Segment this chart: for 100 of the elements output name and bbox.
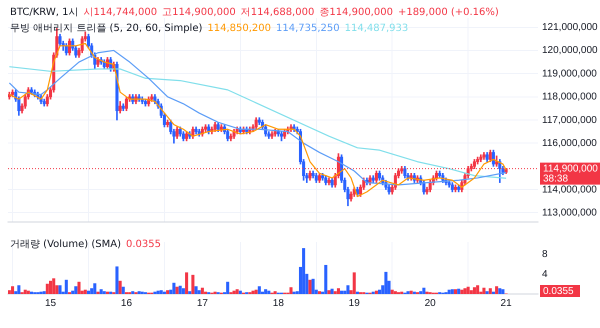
bar bbox=[11, 286, 14, 294]
bar bbox=[176, 286, 179, 294]
text: 114,735,250 bbox=[276, 23, 340, 34]
bar bbox=[254, 290, 258, 294]
bar bbox=[457, 288, 460, 294]
bar bbox=[156, 290, 160, 294]
bar bbox=[115, 266, 118, 294]
x-tick-label: 21 bbox=[500, 298, 512, 309]
bar bbox=[410, 290, 413, 294]
bar bbox=[188, 291, 192, 294]
bar bbox=[100, 289, 103, 294]
bar bbox=[178, 286, 182, 294]
x-tick-label: 18 bbox=[272, 298, 284, 309]
y-tick-label: 119,000,000 bbox=[542, 68, 598, 80]
x-tick-label: 17 bbox=[196, 298, 208, 309]
bar bbox=[200, 288, 204, 294]
y-tick-label: 4 bbox=[542, 268, 548, 280]
bar bbox=[238, 290, 242, 294]
bar bbox=[327, 290, 330, 294]
text: 고114,900,000 bbox=[162, 7, 236, 18]
bar bbox=[334, 291, 337, 294]
bar bbox=[264, 289, 268, 294]
bar bbox=[289, 287, 293, 294]
bar bbox=[318, 291, 321, 294]
bar bbox=[102, 291, 106, 294]
bar bbox=[8, 290, 11, 294]
bar bbox=[324, 264, 328, 294]
bar bbox=[498, 288, 502, 294]
bar bbox=[198, 290, 201, 294]
bar bbox=[488, 288, 492, 294]
bar bbox=[118, 280, 122, 294]
bar bbox=[166, 290, 170, 294]
bar bbox=[52, 278, 56, 294]
bar bbox=[482, 288, 486, 294]
bar bbox=[460, 290, 464, 294]
bar bbox=[346, 285, 350, 294]
bar bbox=[308, 280, 312, 294]
y-tick-label: 121,000,000 bbox=[542, 22, 598, 34]
bar bbox=[191, 274, 194, 294]
bar bbox=[302, 248, 306, 294]
text: 114,850,200 bbox=[207, 23, 271, 34]
bar bbox=[93, 283, 96, 294]
bar bbox=[274, 291, 277, 294]
bar bbox=[42, 291, 46, 294]
bar bbox=[226, 282, 230, 294]
bar bbox=[476, 285, 480, 294]
bar bbox=[77, 282, 81, 294]
bar bbox=[422, 288, 426, 294]
bar bbox=[232, 290, 236, 294]
bar bbox=[26, 290, 30, 294]
bar bbox=[172, 282, 176, 294]
bar bbox=[466, 286, 470, 294]
bar bbox=[64, 280, 68, 294]
annotation: 0.0355 bbox=[126, 239, 161, 250]
x-tick-label: 16 bbox=[120, 298, 132, 309]
bar bbox=[84, 290, 87, 294]
bar bbox=[501, 289, 504, 294]
bar bbox=[194, 286, 198, 294]
bar bbox=[406, 291, 410, 294]
bar bbox=[454, 289, 457, 294]
x-tick-label: 15 bbox=[44, 298, 57, 309]
bar bbox=[312, 278, 315, 294]
bar bbox=[74, 286, 78, 294]
bar bbox=[378, 290, 382, 294]
text: 저114,688,000 bbox=[240, 7, 314, 18]
text: 시114,744,000 bbox=[83, 7, 158, 18]
bar bbox=[450, 289, 454, 294]
bar bbox=[48, 280, 52, 294]
bar bbox=[46, 284, 49, 294]
bar bbox=[122, 286, 125, 294]
y-tick-label: 8 bbox=[542, 249, 548, 260]
bar bbox=[138, 291, 141, 294]
bar bbox=[185, 272, 188, 294]
bar bbox=[448, 290, 451, 294]
chart-title: 거래량 (Volume) (SMA) bbox=[10, 239, 121, 250]
bar bbox=[390, 290, 394, 294]
bar bbox=[160, 290, 163, 294]
bar bbox=[463, 288, 466, 294]
bar bbox=[24, 290, 27, 294]
legend-title: 무빙 애버리지 트리플 (5, 20, 60, Simple) bbox=[10, 23, 202, 34]
bar bbox=[394, 291, 397, 294]
text: 0.0355 bbox=[543, 286, 574, 297]
bar bbox=[486, 291, 489, 294]
bar bbox=[58, 285, 62, 294]
bar bbox=[419, 291, 422, 294]
y-tick-label: 113,000,000 bbox=[542, 207, 598, 218]
bar bbox=[374, 290, 378, 294]
y-tick-label: 116,000,000 bbox=[542, 138, 598, 149]
bar bbox=[330, 288, 334, 294]
text: 114,487,933 bbox=[344, 23, 408, 34]
y-tick-label: 118,000,000 bbox=[542, 92, 598, 103]
bar bbox=[472, 287, 476, 294]
bar bbox=[336, 288, 340, 294]
bar bbox=[182, 288, 185, 294]
bar bbox=[352, 272, 356, 294]
bar bbox=[384, 272, 388, 294]
bar bbox=[86, 290, 90, 294]
bar bbox=[267, 290, 270, 294]
text: 종114,900,000 bbox=[319, 7, 393, 18]
bar bbox=[470, 290, 473, 294]
